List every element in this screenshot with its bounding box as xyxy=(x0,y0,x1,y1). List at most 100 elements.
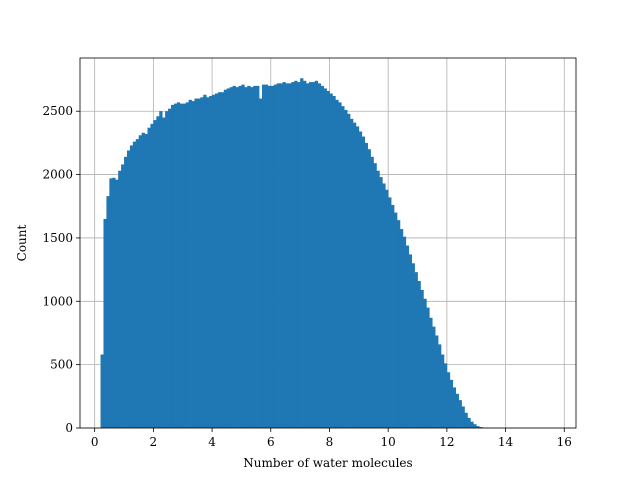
histogram-bar xyxy=(479,426,483,428)
histogram-bar xyxy=(364,142,368,428)
histogram-bar xyxy=(426,307,430,428)
histogram-bar xyxy=(408,254,412,428)
histogram-bar xyxy=(279,83,283,428)
histogram-bar xyxy=(388,197,392,428)
histogram-bar xyxy=(188,99,192,429)
x-tick-label: 16 xyxy=(557,435,572,449)
histogram-bar xyxy=(370,156,374,428)
histogram-bar xyxy=(300,78,304,428)
histogram-bar xyxy=(156,116,160,429)
x-ticks: 0 2 4 6 8 10 12 14 16 xyxy=(91,428,572,449)
histogram-bar xyxy=(405,245,410,428)
histogram-bar xyxy=(232,85,236,428)
histogram-bar xyxy=(209,96,213,428)
histogram-bar xyxy=(432,326,436,428)
histogram-bar xyxy=(435,335,439,428)
histogram-bar xyxy=(314,80,319,428)
histogram-bar xyxy=(347,113,351,429)
histogram-bar xyxy=(135,139,140,428)
histogram-bar xyxy=(311,82,316,428)
histogram-bar xyxy=(129,145,134,428)
histogram-bar xyxy=(179,103,184,428)
histogram-bar xyxy=(200,97,204,428)
histogram-bar xyxy=(338,102,342,429)
histogram-bar xyxy=(355,126,360,429)
histogram-bar xyxy=(443,363,448,428)
histogram-bar xyxy=(159,111,163,428)
y-tick-label: 1500 xyxy=(42,231,73,245)
histogram-bar xyxy=(264,84,269,428)
histogram-bar xyxy=(282,82,286,428)
histogram-bar xyxy=(473,424,477,428)
y-axis-label: Count xyxy=(15,224,29,261)
y-tick-label: 2500 xyxy=(42,104,73,118)
histogram-bar xyxy=(452,387,457,428)
histogram-bar xyxy=(440,354,445,428)
histogram-bar xyxy=(414,272,418,428)
histogram-bar xyxy=(467,417,471,428)
histogram-bar xyxy=(326,90,330,429)
histogram-bar xyxy=(247,85,251,428)
histogram-bar xyxy=(423,298,427,428)
y-tick-label: 2000 xyxy=(42,168,73,182)
histogram-bar xyxy=(350,118,354,429)
histogram-bar xyxy=(250,87,254,429)
histogram-bar xyxy=(385,189,389,428)
histogram-bar xyxy=(153,120,157,428)
histogram-bar xyxy=(103,218,107,428)
histogram-bar xyxy=(344,109,348,428)
histogram-bar xyxy=(267,85,272,428)
histogram-bar xyxy=(197,98,201,428)
histogram-bar xyxy=(259,98,263,428)
histogram-bar xyxy=(150,123,154,428)
histogram-bar xyxy=(417,281,421,428)
histogram-bar xyxy=(476,426,480,428)
y-tick-label: 500 xyxy=(50,358,73,372)
histogram-bar xyxy=(182,103,187,428)
histogram-bar xyxy=(429,317,433,428)
histogram-bar xyxy=(361,136,366,428)
histogram-bar xyxy=(253,85,257,428)
histogram-bar xyxy=(294,80,298,428)
histogram-bar xyxy=(203,94,207,428)
histogram-bar xyxy=(335,99,339,429)
histogram-bar xyxy=(100,354,104,428)
y-ticks: 0 500 1000 1500 2000 2500 xyxy=(42,104,80,435)
histogram-bar xyxy=(185,102,189,429)
histogram-bar xyxy=(165,111,169,428)
histogram-bar xyxy=(376,170,380,428)
histogram-bar xyxy=(285,83,289,428)
histogram-bar xyxy=(173,103,178,428)
histogram-bar xyxy=(206,97,210,428)
histogram-bar xyxy=(373,163,377,428)
bars xyxy=(100,78,492,429)
histogram-bar xyxy=(194,98,198,428)
histogram-bar xyxy=(303,80,307,428)
histogram-bar xyxy=(320,85,324,428)
x-tick-label: 10 xyxy=(381,435,396,449)
y-tick-label: 1000 xyxy=(42,294,73,308)
histogram-bar xyxy=(244,87,248,429)
histogram-bar xyxy=(273,84,277,428)
histogram-bar xyxy=(144,134,148,428)
histogram-bar xyxy=(223,89,228,428)
x-tick-label: 0 xyxy=(91,435,99,449)
histogram-bar xyxy=(132,141,137,429)
histogram-bar xyxy=(317,83,322,428)
x-tick-label: 14 xyxy=(498,435,514,449)
x-tick-label: 12 xyxy=(439,435,454,449)
histogram-bar xyxy=(396,220,401,428)
histogram-bar xyxy=(379,177,383,428)
histogram-bar xyxy=(329,93,333,428)
histogram-bar xyxy=(449,379,454,428)
histogram-bar xyxy=(256,85,260,428)
histogram-bar xyxy=(382,183,386,428)
histogram-bar xyxy=(341,106,345,428)
histogram-bar xyxy=(308,82,313,428)
histogram-bar xyxy=(367,149,371,428)
histogram-bar xyxy=(270,85,275,428)
histogram-bar xyxy=(402,236,407,428)
histogram-bar xyxy=(358,131,363,428)
histogram-bar xyxy=(191,101,195,429)
